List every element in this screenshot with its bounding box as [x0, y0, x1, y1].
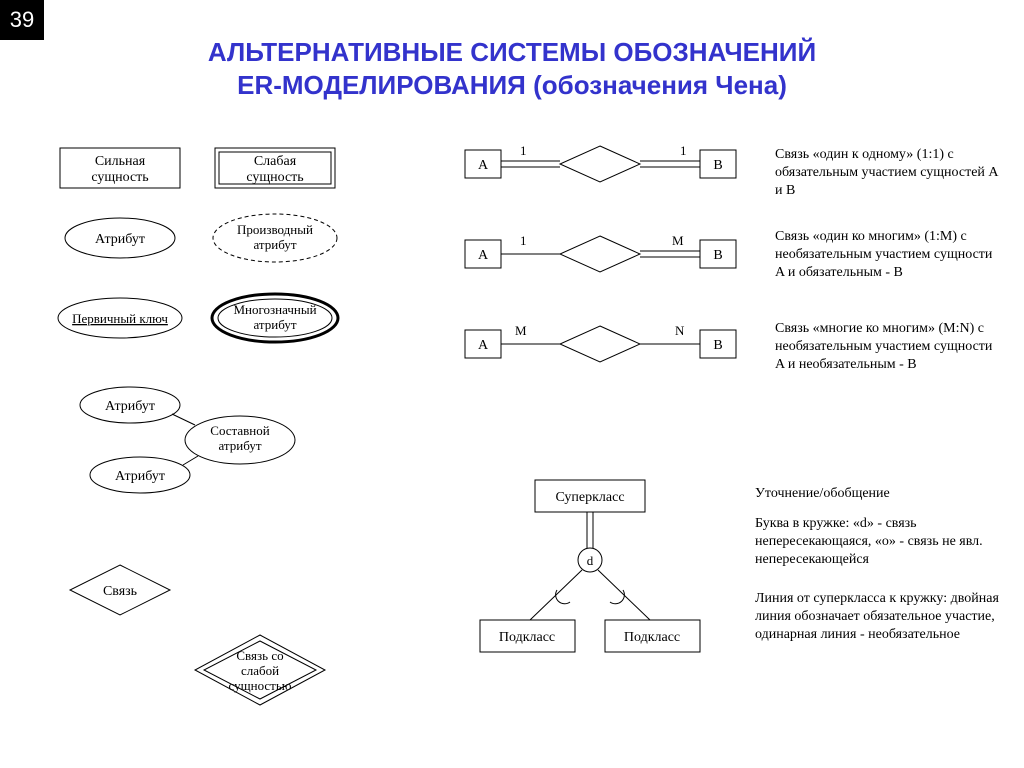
derived-attr-l1: Производный [237, 222, 313, 237]
subclass2-label: Подкласс [624, 630, 680, 645]
r3-lcard: M [515, 323, 527, 338]
composite-l2: атрибут [218, 438, 261, 453]
r1-B: B [713, 158, 722, 173]
r3-B: B [713, 338, 722, 353]
r1-rcard: 1 [680, 143, 687, 158]
weak-rel-l3: сущностью [229, 678, 292, 693]
pk-label: Первичный ключ [72, 311, 168, 326]
r2-rcard: M [672, 233, 684, 248]
subclass1-label: Подкласс [499, 630, 555, 645]
composite-l1: Составной [210, 423, 269, 438]
weak-rel-l2: слабой [241, 663, 279, 678]
superclass-label: Суперкласс [555, 490, 624, 505]
diagram-canvas: Сильная сущность Слабая сущность Атрибут… [0, 0, 1024, 768]
derived-attr-l2: атрибут [253, 237, 296, 252]
strong-entity-line1: Сильная [95, 154, 146, 169]
relationship-label: Связь [103, 584, 137, 599]
weak-rel-l1: Связь со [236, 648, 283, 663]
weak-entity-line1: Слабая [254, 154, 297, 169]
multival-l1: Многозначный [233, 302, 316, 317]
desc-r1: Связь «один к одному» (1:1) с обязательн… [775, 146, 1005, 201]
r2-A: A [478, 248, 489, 263]
spec-t2: Буква в кружке: «d» - связь непересекающ… [755, 515, 1000, 570]
spec-t1: Уточнение/обобщение [755, 485, 1000, 503]
comp-attr-b: Атрибут [115, 469, 165, 484]
desc-r3: Связь «многие ко многим» (M:N) с необяза… [775, 320, 1005, 375]
comp-attr-t: Атрибут [105, 399, 155, 414]
desc-r2: Связь «один ко многим» (1:M) с необязате… [775, 228, 1005, 283]
spec-t3: Линия от суперкласса к кружку: двойная л… [755, 590, 1000, 645]
r3-A: A [478, 338, 489, 353]
r1-lcard: 1 [520, 143, 527, 158]
weak-entity-line2: сущность [246, 170, 303, 185]
d-label: d [587, 553, 594, 568]
multival-l2: атрибут [253, 317, 296, 332]
strong-entity-line2: сущность [91, 170, 148, 185]
r2-B: B [713, 248, 722, 263]
r1-A: A [478, 158, 489, 173]
r2-lcard: 1 [520, 233, 527, 248]
attribute-label: Атрибут [95, 232, 145, 247]
r3-rcard: N [675, 323, 685, 338]
